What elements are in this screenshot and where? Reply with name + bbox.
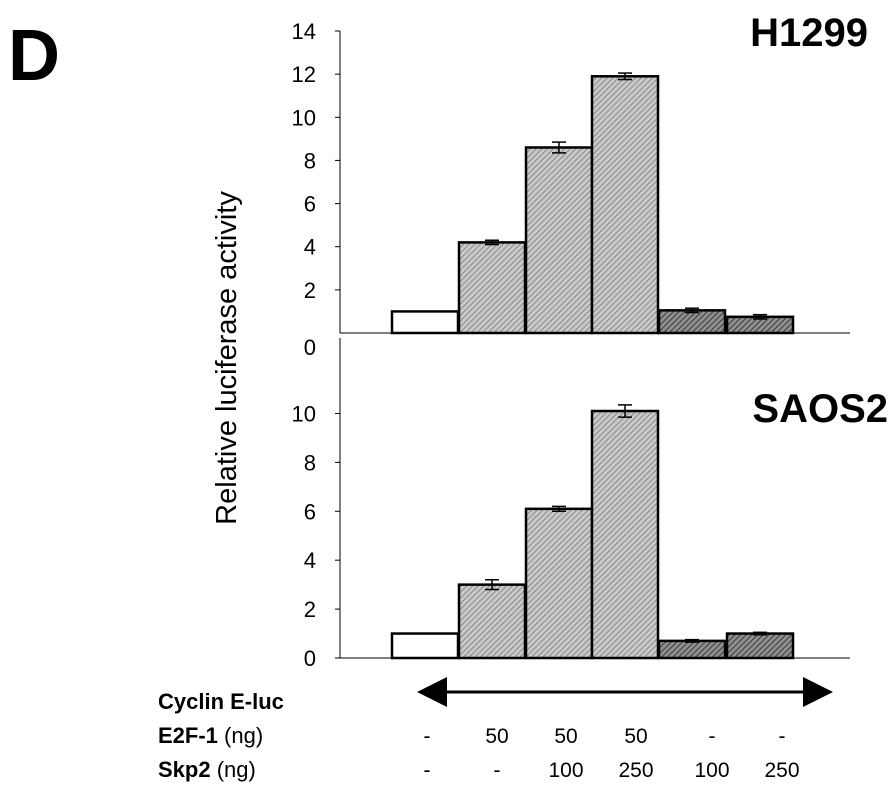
y-tick-label: 6 — [304, 192, 316, 217]
reporter-label: Cyclin E-luc — [158, 689, 284, 714]
condition-unit: (ng) — [218, 723, 263, 748]
y-tick-label: 2 — [304, 597, 316, 622]
condition-value: - — [424, 759, 431, 782]
chart-bars-saos2 — [390, 404, 795, 660]
condition-row-skp2-label: Skp2 (ng) — [158, 757, 256, 782]
condition-value: - — [779, 725, 786, 748]
panel-letter: D — [8, 16, 60, 96]
y-tick-label: 4 — [304, 235, 316, 260]
y-tick-label: 14 — [292, 19, 316, 44]
conditions-table: Cyclin E-luc E2F-1 (ng) Skp2 (ng) - 50 50 5… — [158, 677, 833, 782]
y-tick-label: 12 — [292, 62, 316, 87]
bar — [457, 583, 527, 660]
condition-value: 50 — [554, 725, 577, 748]
y-tick-label: 0 — [304, 646, 316, 671]
condition-value: - — [494, 759, 501, 782]
y-tick-label: 10 — [292, 401, 316, 426]
y-tick-label: 6 — [304, 499, 316, 524]
bar — [390, 310, 460, 335]
condition-values: - 50 50 50 - - - - 100 250 100 250 — [424, 725, 800, 782]
condition-value: - — [424, 725, 431, 748]
y-tick-label: 0 — [304, 335, 316, 360]
y-tick-label: 10 — [292, 105, 316, 130]
condition-value: 50 — [624, 725, 647, 748]
chart-axes-h1299: 0 2 4 6 8 10 12 14 — [292, 19, 850, 360]
chart-bars-h1299 — [390, 72, 795, 335]
y-tick-label: 2 — [304, 278, 316, 303]
y-tick-label: 8 — [304, 148, 316, 173]
bar — [590, 75, 660, 335]
condition-row-e2f1-label: E2F-1 (ng) — [158, 723, 263, 748]
bar — [524, 146, 594, 335]
y-tick-label: 8 — [304, 450, 316, 475]
condition-value: - — [709, 725, 716, 748]
bar — [657, 309, 727, 335]
condition-value: 250 — [764, 759, 799, 782]
chart-title-h1299: H1299 — [750, 11, 868, 55]
bar — [457, 241, 527, 335]
condition-value: 100 — [694, 759, 729, 782]
condition-value: 100 — [548, 759, 583, 782]
condition-name: Skp2 — [158, 757, 211, 782]
bar — [657, 639, 727, 660]
chart-saos2: SAOS2 0 2 4 6 8 10 — [292, 338, 888, 671]
bar — [590, 409, 660, 660]
chart-title-saos2: SAOS2 — [752, 387, 888, 431]
condition-value: 250 — [618, 759, 653, 782]
bar — [725, 632, 795, 660]
y-tick-label: 4 — [304, 548, 316, 573]
condition-value: 50 — [485, 725, 508, 748]
bar — [524, 507, 594, 660]
chart-h1299: H1299 0 2 4 6 8 10 12 14 — [292, 11, 868, 360]
bar — [390, 632, 460, 660]
y-axis-label: Relative luciferase activity — [211, 191, 243, 525]
condition-name: E2F-1 — [158, 723, 218, 748]
condition-unit: (ng) — [211, 757, 256, 782]
